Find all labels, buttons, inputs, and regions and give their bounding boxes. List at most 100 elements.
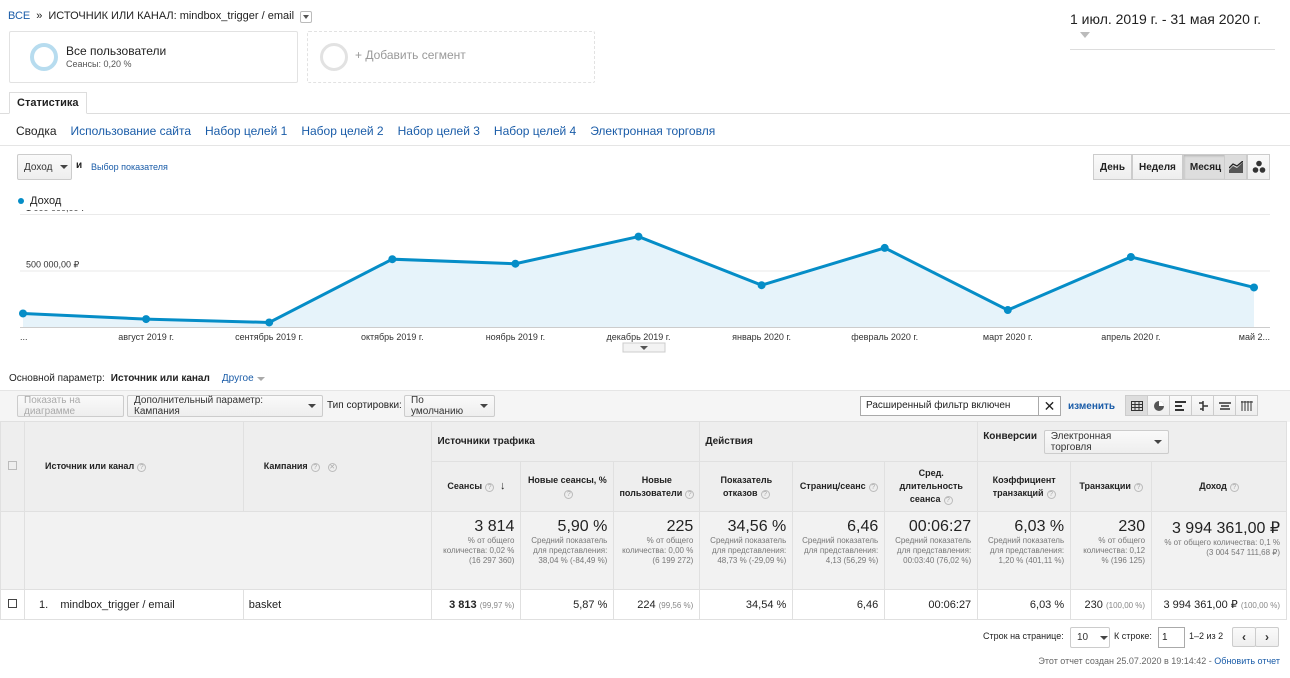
subnav-summary[interactable]: Сводка — [16, 124, 57, 138]
prev-page-button[interactable]: ‹ — [1232, 627, 1256, 647]
row-metric-cell: 6,46 — [792, 589, 886, 620]
pie-view-icon[interactable] — [1147, 395, 1170, 416]
comparison-view-icon[interactable] — [1191, 395, 1214, 416]
table-view-icon[interactable] — [1125, 395, 1148, 416]
col-header-metric[interactable]: Сред. длительность сеанса? — [884, 461, 979, 512]
breadcrumb-dropdown-icon[interactable] — [300, 11, 313, 23]
total-value: 230 — [1118, 518, 1146, 535]
row-metric-cell: 224 (99,56 %) — [613, 589, 701, 620]
col-header-metric[interactable]: Коэффициент транзакций? — [977, 461, 1072, 512]
x-tick-label: февраль 2020 г. — [851, 332, 918, 342]
row-source-link[interactable]: mindbox_trigger / email — [60, 598, 175, 611]
total-value: 00:06:27 — [908, 518, 972, 535]
col-header-source[interactable]: Источник или канал? — [23, 421, 244, 512]
chevron-left-icon: ‹ — [1242, 630, 1246, 644]
row-source-cell: 1. mindbox_trigger / email — [23, 589, 244, 620]
performance-view-icon[interactable] — [1169, 395, 1192, 416]
goto-row-input[interactable]: 1 — [1158, 627, 1185, 648]
sort-type-select[interactable]: По умолчанию — [404, 395, 495, 417]
help-icon[interactable]: ? — [564, 489, 574, 499]
conversions-select[interactable]: Электронная торговля — [1043, 429, 1169, 454]
x-tick-label: май 2... — [1239, 332, 1270, 342]
edit-filter-link[interactable]: изменить — [1068, 401, 1116, 412]
total-cell: 3 814% от общего количества: 0,02 % (16 … — [431, 511, 522, 590]
sort-arrow-icon[interactable]: ↓ — [500, 480, 506, 492]
help-icon[interactable]: ? — [943, 496, 953, 505]
granularity-switch: День Неделя Месяц — [1093, 154, 1229, 180]
help-icon[interactable]: ? — [485, 483, 495, 492]
total-value: 6,03 % — [1014, 518, 1065, 535]
line-chart-icon[interactable] — [1224, 154, 1247, 180]
tab-statistics[interactable]: Статистика — [9, 92, 87, 114]
help-icon[interactable]: ? — [137, 463, 147, 472]
col-header-metric[interactable]: Транзакции? — [1070, 461, 1153, 512]
term-cloud-icon[interactable] — [1213, 395, 1236, 416]
row-campaign-link[interactable]: basket — [248, 598, 282, 611]
chevron-down-icon — [1080, 32, 1090, 38]
total-subtext: % от общего количества: 0,12 % (196 125) — [1083, 536, 1146, 565]
subnav-ecommerce[interactable]: Электронная торговля — [590, 124, 716, 138]
help-icon[interactable]: ? — [868, 483, 878, 492]
remove-dimension-icon[interactable]: ✕ — [327, 463, 337, 472]
data-point — [19, 309, 27, 318]
col-header-metric-label: Показатель отказов — [720, 474, 773, 498]
row-metric-value: 3 813 — [449, 598, 477, 611]
col-header-metric[interactable]: Показатель отказов? — [699, 461, 794, 512]
refresh-report-link[interactable]: Обновить отчет — [1214, 656, 1280, 666]
subnav-goal-set-4[interactable]: Набор целей 4 — [493, 124, 577, 138]
pivot-view-icon[interactable] — [1235, 395, 1258, 416]
plot-rows-button[interactable]: Показать на диаграмме — [17, 395, 124, 417]
motion-chart-icon[interactable] — [1247, 154, 1270, 180]
help-icon[interactable]: ? — [685, 489, 695, 499]
next-page-button[interactable]: › — [1255, 627, 1279, 647]
granularity-month-button[interactable]: Месяц — [1182, 154, 1229, 180]
add-segment-button[interactable]: + Добавить сегмент — [307, 31, 595, 83]
col-header-metric[interactable]: Доход? — [1151, 461, 1287, 512]
x-tick-label: январь 2020 г. — [732, 332, 791, 342]
total-value: 3 814 — [474, 518, 515, 535]
date-range-picker[interactable]: 1 июл. 2019 г. - 31 мая 2020 г. — [1070, 11, 1275, 50]
pick-metric-link[interactable]: Выбор показателя — [91, 162, 168, 172]
subnav-goal-set-1[interactable]: Набор целей 1 — [205, 124, 288, 138]
x-tick-label: ноябрь 2019 г. — [486, 332, 545, 342]
rows-per-page-select[interactable]: 10 — [1070, 627, 1110, 648]
advanced-filter-box[interactable]: Расширенный фильтр включен ✕ — [860, 396, 1061, 416]
total-cell: 3 994 361,00 ₽% от общего количества: 0,… — [1151, 511, 1287, 590]
total-subtext: Средний показатель для представления: 1,… — [988, 536, 1065, 565]
segment-all-users[interactable]: Все пользователи Сеансы: 0,20 % — [9, 31, 298, 83]
primary-dimension-other[interactable]: Другое — [222, 373, 265, 384]
subnav-goal-set-2[interactable]: Набор целей 2 — [301, 124, 384, 138]
select-all-checkbox[interactable] — [7, 460, 17, 470]
row-checkbox[interactable] — [7, 598, 17, 608]
row-metric-cell: 6,03 % — [977, 589, 1072, 620]
help-icon[interactable]: ? — [760, 489, 770, 499]
col-header-campaign[interactable]: Кампания? ✕ — [242, 421, 433, 512]
close-icon[interactable]: ✕ — [1038, 397, 1060, 415]
help-icon[interactable]: ? — [310, 463, 320, 472]
chevron-right-icon: › — [1265, 630, 1269, 644]
goto-row-label: К строке: — [1114, 631, 1152, 641]
col-header-metric[interactable]: Новые сеансы, %? — [520, 461, 615, 512]
col-header-metric[interactable]: Сеансы? ↓ — [431, 461, 522, 512]
breadcrumb-all-link[interactable]: ВСЕ — [8, 10, 31, 22]
col-header-metric[interactable]: Новые пользователи? — [613, 461, 701, 512]
col-header-metric-label: Сред. длительность сеанса — [899, 468, 963, 504]
help-icon[interactable]: ? — [1133, 483, 1143, 492]
col-header-metric-label: Новые сеансы, % — [527, 474, 607, 485]
row-metric-value: 6,46 — [856, 598, 879, 611]
table-view-switch — [1125, 395, 1258, 416]
metric-select[interactable]: Доход — [17, 154, 72, 180]
col-header-metric-label: Новые пользователи — [619, 474, 683, 498]
col-header-metric[interactable]: Страниц/сеанс? — [792, 461, 886, 512]
help-icon[interactable]: ? — [1229, 483, 1239, 492]
primary-dimension-value[interactable]: Источник или канал — [110, 373, 210, 384]
breadcrumb-value: mindbox_trigger / email — [179, 10, 295, 22]
col-header-metric-label: Транзакции — [1079, 481, 1131, 491]
granularity-week-button[interactable]: Неделя — [1132, 154, 1183, 180]
help-icon[interactable]: ? — [1046, 489, 1056, 499]
granularity-day-button[interactable]: День — [1093, 154, 1132, 180]
subnav-site-usage[interactable]: Использование сайта — [70, 124, 192, 138]
secondary-dimension-select[interactable]: Дополнительный параметр: Кампания — [127, 395, 323, 417]
total-subtext: % от общего количества: 0,1 % (3 004 547… — [1164, 538, 1280, 557]
subnav-goal-set-3[interactable]: Набор целей 3 — [397, 124, 480, 138]
